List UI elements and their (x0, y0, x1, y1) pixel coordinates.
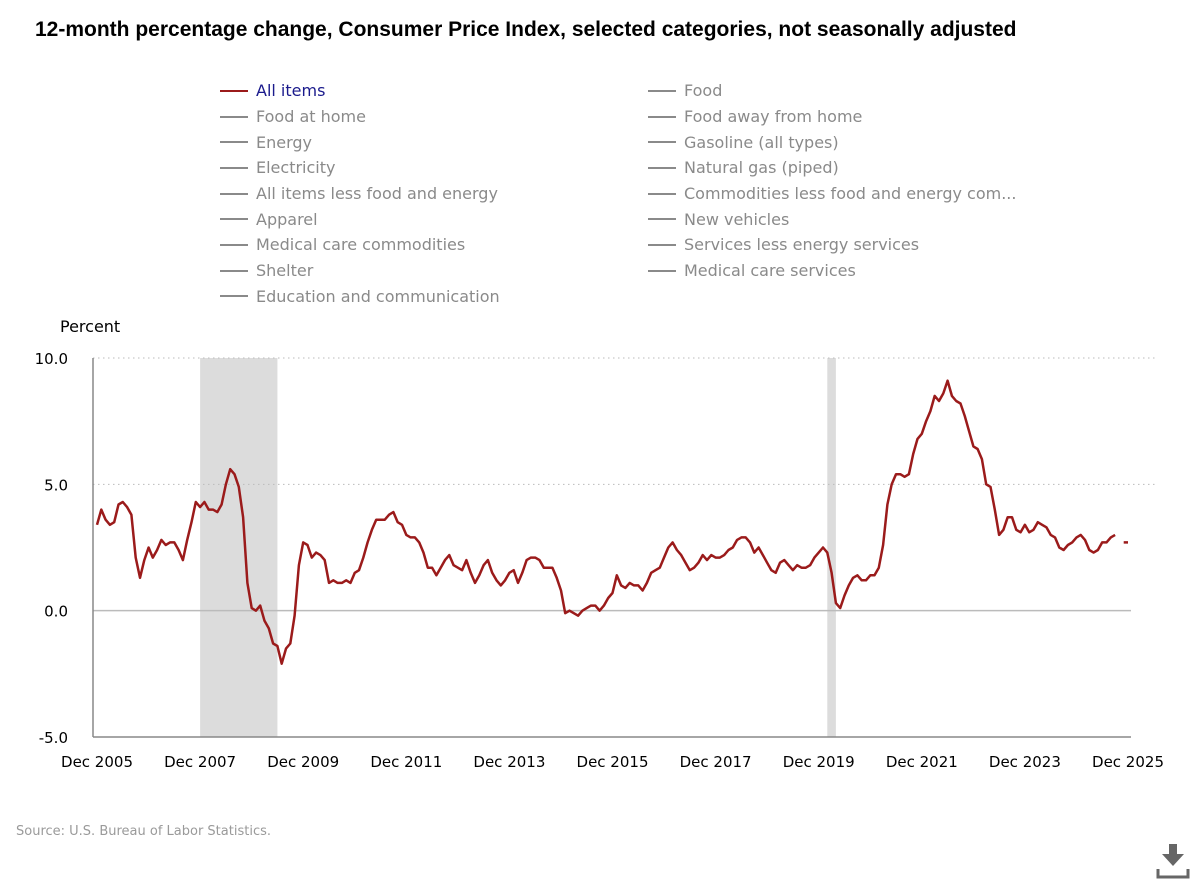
recession-band (827, 358, 836, 737)
legend-left-column: All items Food at home Energy Electricity Al… (220, 78, 500, 309)
legend-label: Medical care commodities (256, 235, 466, 255)
x-tick-label: Dec 2011 (370, 753, 442, 771)
legend-item[interactable]: All items (220, 78, 500, 104)
source-note: Source: U.S. Bureau of Labor Statistics. (16, 824, 271, 839)
x-tick-label: Dec 2017 (680, 753, 752, 771)
legend-label: Food (684, 81, 723, 101)
legend-swatch-icon (648, 218, 676, 221)
legend-label: Electricity (256, 158, 336, 178)
legend-swatch-icon (220, 192, 248, 195)
x-tick-label: Dec 2009 (267, 753, 339, 771)
y-axis-label: Percent (60, 317, 120, 336)
y-tick-label: 10.0 (35, 350, 68, 368)
legend-swatch-icon (648, 166, 676, 169)
x-tick-label: Dec 2021 (886, 753, 958, 771)
legend-swatch-icon (648, 269, 676, 272)
legend-item[interactable]: Natural gas (piped) (648, 155, 1016, 181)
legend-item[interactable]: Education and communication (220, 284, 500, 310)
legend-label: Commodities less food and energy com... (684, 184, 1017, 204)
legend-label: Services less energy services (684, 235, 920, 255)
legend-label: Gasoline (all types) (684, 132, 839, 152)
legend-item[interactable]: Food (648, 78, 1016, 104)
legend-label: Apparel (256, 209, 318, 229)
y-tick-label: 0.0 (44, 603, 68, 621)
legend-swatch-icon (220, 141, 248, 144)
legend-label: Energy (256, 132, 313, 152)
x-tick-label: Dec 2015 (577, 753, 649, 771)
recession-band (200, 358, 278, 737)
legend-swatch-icon (648, 115, 676, 118)
chart-title: 12-month percentage change, Consumer Pri… (35, 18, 1017, 41)
legend-swatch-icon (648, 192, 676, 195)
x-tick-label: Dec 2025 (1092, 753, 1164, 771)
legend-swatch-icon (220, 295, 248, 298)
legend-label: Medical care services (684, 261, 856, 281)
legend-label: Education and communication (256, 286, 500, 306)
legend-label: All items less food and energy (256, 184, 498, 204)
legend-item[interactable]: Apparel (220, 206, 500, 232)
line-chart: -5.0 0.0 5.0 10.0 Percent Dec 2005 Dec 2007 Dec… (35, 317, 1164, 771)
legend-swatch-icon (220, 166, 248, 169)
legend-right-column: Food Food away from home Gasoline (all typ… (648, 78, 1016, 284)
legend-label: All items (256, 81, 326, 101)
series-line-all-items (95, 379, 1116, 665)
legend-swatch-icon (648, 243, 676, 246)
legend-item[interactable]: All items less food and energy (220, 181, 500, 207)
legend-item[interactable]: Medical care commodities (220, 232, 500, 258)
x-tick-label: Dec 2019 (783, 753, 855, 771)
legend-swatch-icon (648, 141, 676, 144)
legend-item[interactable]: New vehicles (648, 206, 1016, 232)
legend-swatch-icon (648, 89, 676, 92)
x-tick-label: Dec 2007 (164, 753, 236, 771)
legend-item[interactable]: Services less energy services (648, 232, 1016, 258)
legend-item[interactable]: Food away from home (648, 104, 1016, 130)
legend-item[interactable]: Commodities less food and energy com... (648, 181, 1016, 207)
y-tick-label: -5.0 (39, 729, 68, 747)
legend-swatch-icon (220, 243, 248, 246)
legend-swatch-icon (220, 89, 248, 92)
download-icon[interactable] (1155, 842, 1191, 880)
y-tick-label: 5.0 (44, 476, 68, 494)
legend-label: Food away from home (684, 107, 863, 127)
x-tick-label: Dec 2023 (989, 753, 1061, 771)
legend-swatch-icon (220, 115, 248, 118)
legend-label: New vehicles (684, 209, 790, 229)
legend-item[interactable]: Food at home (220, 104, 500, 130)
legend-swatch-icon (220, 218, 248, 221)
legend-item[interactable]: Gasoline (all types) (648, 129, 1016, 155)
x-tick-label: Dec 2013 (473, 753, 545, 771)
legend-swatch-icon (220, 269, 248, 272)
legend-label: Natural gas (piped) (684, 158, 839, 178)
legend-item[interactable]: Shelter (220, 258, 500, 284)
x-tick-label: Dec 2005 (61, 753, 133, 771)
legend-item[interactable]: Medical care services (648, 258, 1016, 284)
legend-label: Shelter (256, 261, 314, 281)
legend-item[interactable]: Electricity (220, 155, 500, 181)
legend-label: Food at home (256, 107, 366, 127)
legend-item[interactable]: Energy (220, 129, 500, 155)
